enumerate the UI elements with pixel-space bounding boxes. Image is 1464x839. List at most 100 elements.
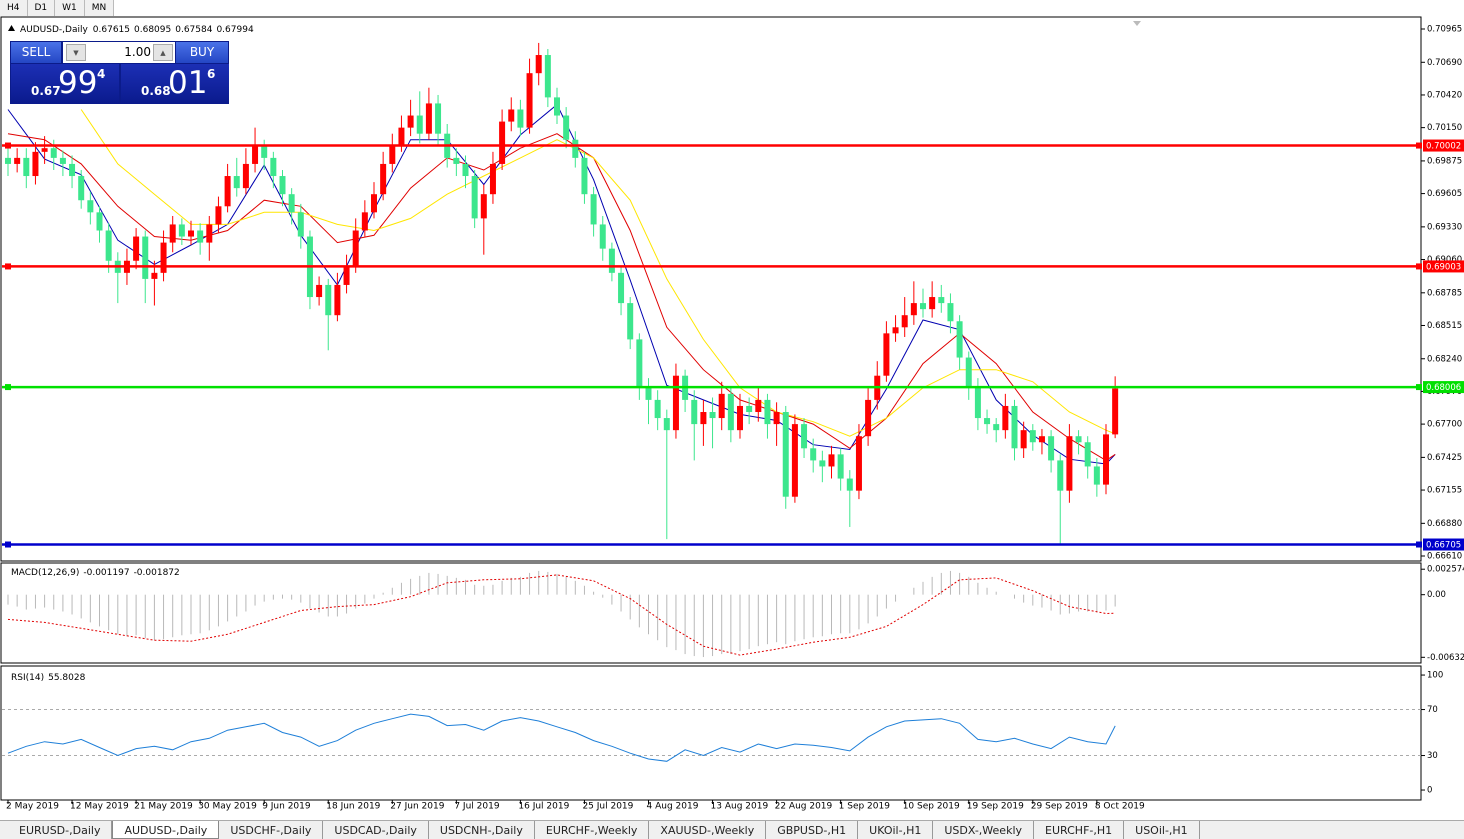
y-tick-label: 70 <box>1427 705 1438 715</box>
y-tick-label: 0.70965 <box>1427 25 1462 35</box>
candle-body <box>5 157 11 164</box>
chart-tab[interactable]: USDX-,Weekly <box>933 821 1035 839</box>
bid-pips: 99 <box>58 65 98 101</box>
candle-body <box>59 157 66 164</box>
bid-price[interactable]: 0.67 99 4 <box>11 64 119 104</box>
candle-body <box>984 418 991 425</box>
candle-body <box>188 230 194 237</box>
candle-body <box>508 109 515 122</box>
candle-body <box>1038 436 1045 443</box>
y-tick-label: 0.69060 <box>1427 255 1462 265</box>
line-label-box <box>1423 381 1464 394</box>
line-label: 0.68006 <box>1426 383 1461 393</box>
chart-tab[interactable]: EURCHF-,Weekly <box>535 821 650 839</box>
low-value: 0.67584 <box>175 25 212 35</box>
candle-body <box>361 212 368 231</box>
chart-tab[interactable]: GBPUSD-,H1 <box>766 821 859 839</box>
candle-body <box>929 297 936 310</box>
chart-header: AUDUSD-,Daily 0.67615 0.68095 0.67584 0.6799… <box>20 25 254 35</box>
chart-tab[interactable]: UKOil-,H1 <box>858 821 934 839</box>
candle-body <box>801 424 808 449</box>
candle-body <box>1112 388 1119 435</box>
timeframe-button[interactable]: MN <box>85 0 115 16</box>
candle-body <box>1029 430 1036 443</box>
candle-body <box>1048 436 1055 461</box>
candle-body <box>627 303 634 340</box>
line-label-box <box>1423 260 1464 273</box>
candle-body <box>233 176 240 189</box>
candle-body <box>718 393 725 419</box>
sell-button[interactable]: SELL <box>11 42 61 63</box>
candle-body <box>316 284 323 298</box>
candle-body <box>416 115 423 134</box>
line-label: 0.70002 <box>1426 142 1461 152</box>
candle-body <box>1057 460 1064 491</box>
candle-body <box>846 478 853 491</box>
bid-big: 0.67 <box>31 84 61 98</box>
chart-tab[interactable]: XAUUSD-,Weekly <box>649 821 767 839</box>
candle-body <box>535 55 542 74</box>
candle-body <box>938 297 945 304</box>
candle-body <box>435 103 442 134</box>
y-tick-label: 0.002574 <box>1427 565 1464 575</box>
x-tick-label: 13 Aug 2019 <box>711 802 769 812</box>
candle-body <box>974 387 981 419</box>
buy-button[interactable]: BUY <box>176 42 228 63</box>
x-tick-label: 19 Sep 2019 <box>967 802 1024 812</box>
candle-body <box>965 357 972 388</box>
candle-body <box>737 405 743 431</box>
candle-body <box>261 145 268 158</box>
rsi-value: 55.8028 <box>48 673 85 683</box>
candle-body <box>1066 436 1073 491</box>
candle-body <box>480 194 487 219</box>
chart-tab[interactable]: USDCAD-,Daily <box>323 821 429 839</box>
candle-body <box>252 145 259 164</box>
y-tick-label: 0.67700 <box>1427 420 1462 430</box>
candle-body <box>517 109 524 128</box>
chart-tab[interactable]: USDCNH-,Daily <box>429 821 535 839</box>
volume-up[interactable]: ▲ <box>153 44 173 61</box>
x-tick-label: 18 Jun 2019 <box>326 802 380 812</box>
rsi-panel <box>0 665 1422 801</box>
volume-down[interactable]: ▼ <box>66 44 86 61</box>
volume-input[interactable]: 1.00 <box>63 42 175 63</box>
ask-price[interactable]: 0.68 01 6 <box>121 64 229 104</box>
timeframe-button[interactable]: H4 <box>0 0 28 16</box>
chart-tab[interactable]: AUDUSD-,Daily <box>112 821 220 839</box>
shift-marker <box>1133 21 1141 26</box>
chart-tab[interactable]: USOil-,H1 <box>1124 821 1200 839</box>
candle-body <box>352 230 359 267</box>
y-tick-label: 0.68515 <box>1427 321 1462 331</box>
candle-body <box>773 412 780 425</box>
line-label-box <box>1423 538 1464 551</box>
x-tick-label: 16 Jul 2019 <box>518 802 569 812</box>
open-value: 0.67615 <box>93 25 130 35</box>
candle-body <box>32 151 39 177</box>
chart-tab[interactable]: EURUSD-,Daily <box>8 821 113 839</box>
macd-header: MACD(12,26,9) -0.001197 -0.001872 <box>11 568 180 578</box>
line-handle <box>5 541 11 548</box>
candle-body <box>727 393 734 431</box>
chart-tab[interactable]: EURCHF-,H1 <box>1034 821 1125 839</box>
line-label: 0.66705 <box>1426 541 1461 551</box>
y-tick-label: 0.69330 <box>1427 222 1462 232</box>
timeframe-button[interactable]: W1 <box>55 0 85 16</box>
y-tick-label: 0.69875 <box>1427 156 1462 166</box>
candle-body <box>215 206 222 225</box>
candle-body <box>96 212 103 231</box>
candle-body <box>993 424 1000 431</box>
y-tick-label: 0 <box>1427 786 1432 796</box>
candle-body <box>242 163 249 189</box>
macd-panel <box>0 562 1422 664</box>
candle-body <box>672 375 679 431</box>
candle-body <box>105 230 112 261</box>
candle-body <box>755 399 762 413</box>
timeframe-button[interactable]: D1 <box>28 0 56 16</box>
candle-body <box>920 303 926 310</box>
x-tick-label: 8 Oct 2019 <box>1095 802 1145 812</box>
candle-body <box>50 148 57 158</box>
candle-body <box>398 127 405 146</box>
chart-tab[interactable]: USDCHF-,Daily <box>219 821 324 839</box>
